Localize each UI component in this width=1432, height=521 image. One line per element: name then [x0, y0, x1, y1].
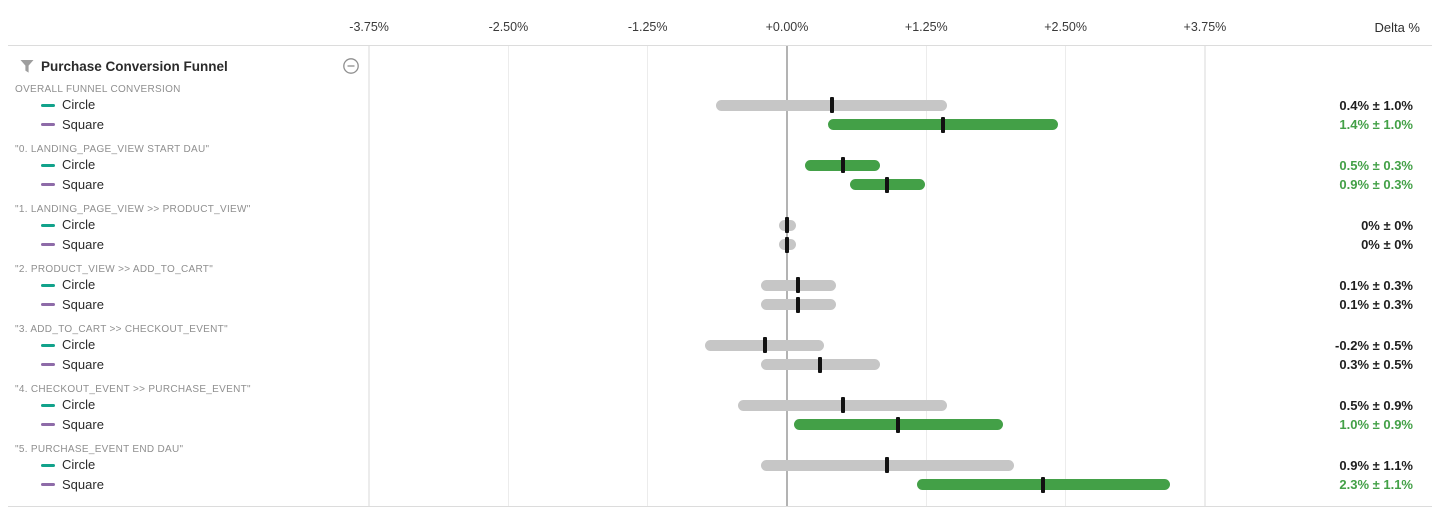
- delta-value: 0.9% ± 0.3%: [1339, 177, 1413, 192]
- variant-label: Square: [62, 356, 104, 372]
- variant-dash-icon: [41, 403, 55, 407]
- variant-dash-icon: [41, 343, 55, 347]
- header-divider: [8, 45, 1432, 46]
- delta-value: 1.4% ± 1.0%: [1339, 117, 1413, 132]
- point-estimate-tick: [785, 217, 789, 233]
- delta-value: 2.3% ± 1.1%: [1339, 477, 1413, 492]
- axis-tick-label: -3.75%: [349, 20, 389, 34]
- variant-label: Circle: [62, 397, 96, 412]
- variant-dash-icon: [41, 483, 55, 486]
- variant-dash-icon: [41, 243, 55, 246]
- gridline: [368, 46, 370, 506]
- zero-gridline: [786, 46, 788, 506]
- point-estimate-tick: [885, 457, 890, 473]
- variant-dash-icon: [41, 223, 55, 227]
- metric-group-label: "1. LANDING_PAGE_VIEW >> PRODUCT_VIEW": [15, 204, 251, 215]
- metric-group-label: "4. CHECKOUT_EVENT >> PURCHASE_EVENT": [15, 384, 251, 395]
- point-estimate-tick: [1041, 476, 1046, 493]
- variant-dash-icon: [41, 183, 55, 186]
- delta-value: 0.4% ± 1.0%: [1339, 97, 1413, 113]
- panel-header: Purchase Conversion Funnel: [20, 58, 228, 74]
- gridline: [925, 46, 928, 506]
- delta-value: 0% ± 0%: [1361, 237, 1413, 252]
- variant-dash-icon: [41, 163, 55, 167]
- variant-label: Square: [62, 176, 104, 192]
- point-estimate-tick: [829, 97, 834, 113]
- axis-tick-label: +3.75%: [1183, 20, 1227, 34]
- variant-label: Square: [62, 236, 104, 252]
- gridline: [507, 46, 510, 506]
- point-estimate-tick: [796, 296, 801, 313]
- metric-group-label: "3. ADD_TO_CART >> CHECKOUT_EVENT": [15, 324, 228, 335]
- metric-group-label: OVERALL FUNNEL CONVERSION: [15, 84, 181, 95]
- variant-label: Square: [62, 476, 104, 492]
- minus-circle-icon[interactable]: [342, 57, 360, 75]
- point-estimate-tick: [896, 416, 901, 433]
- delta-value: -0.2% ± 0.5%: [1335, 337, 1413, 353]
- variant-label: Circle: [62, 97, 96, 112]
- variant-label: Square: [62, 116, 104, 132]
- point-estimate-tick: [840, 157, 845, 173]
- metric-group-label: "5. PURCHASE_EVENT END DAU": [15, 444, 184, 455]
- delta-value: 1.0% ± 0.9%: [1339, 417, 1413, 432]
- axis-tick-label: +0.00%: [765, 20, 809, 34]
- point-estimate-tick: [941, 116, 946, 133]
- variant-label: Circle: [62, 457, 96, 472]
- axis-tick-label: -1.25%: [627, 20, 668, 34]
- funnel-icon[interactable]: [20, 59, 34, 74]
- variant-dash-icon: [41, 363, 55, 366]
- axis-tick-label: +1.25%: [904, 20, 948, 34]
- variant-label: Circle: [62, 277, 96, 292]
- variant-label: Square: [62, 416, 104, 432]
- metric-group-label: "0. LANDING_PAGE_VIEW START DAU": [15, 144, 210, 155]
- variant-label: Circle: [62, 337, 96, 352]
- delta-value: 0.3% ± 0.5%: [1339, 357, 1413, 372]
- delta-value: 0% ± 0%: [1361, 217, 1413, 233]
- variant-dash-icon: [41, 463, 55, 467]
- variant-dash-icon: [41, 103, 55, 107]
- panel-title: Purchase Conversion Funnel: [41, 58, 228, 74]
- point-estimate-tick: [840, 397, 845, 413]
- axis-tick-label: -2.50%: [488, 20, 529, 34]
- variant-dash-icon: [41, 423, 55, 426]
- delta-value: 0.1% ± 0.3%: [1339, 277, 1413, 293]
- gridline: [1204, 46, 1206, 506]
- point-estimate-tick: [796, 277, 801, 293]
- variant-dash-icon: [41, 123, 55, 126]
- variant-dash-icon: [41, 283, 55, 287]
- gridline: [646, 46, 649, 506]
- gridline: [1064, 46, 1067, 506]
- point-estimate-tick: [762, 337, 767, 353]
- variant-dash-icon: [41, 303, 55, 306]
- delta-value: 0.5% ± 0.9%: [1339, 397, 1413, 413]
- delta-value: 0.9% ± 1.1%: [1339, 457, 1413, 473]
- point-estimate-tick: [818, 356, 823, 373]
- delta-value: 0.1% ± 0.3%: [1339, 297, 1413, 312]
- point-estimate-tick: [885, 176, 890, 193]
- delta-value: 0.5% ± 0.3%: [1339, 157, 1413, 173]
- point-estimate-tick: [785, 236, 789, 253]
- variant-label: Square: [62, 296, 104, 312]
- variant-label: Circle: [62, 157, 96, 172]
- metric-group-label: "2. PRODUCT_VIEW >> ADD_TO_CART": [15, 264, 214, 275]
- bottom-divider: [8, 506, 1432, 507]
- delta-column-header: Delta %: [1374, 20, 1420, 35]
- variant-label: Circle: [62, 217, 96, 232]
- axis-tick-label: +2.50%: [1044, 20, 1087, 34]
